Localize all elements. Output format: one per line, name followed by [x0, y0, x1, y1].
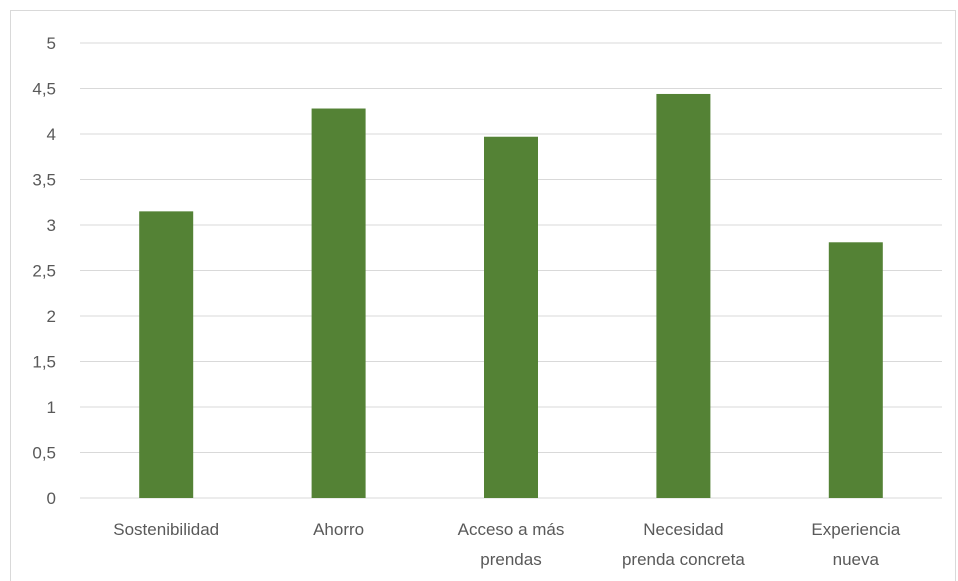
x-category-label: Sostenibilidad: [113, 520, 219, 539]
bar: [656, 93, 711, 499]
y-tick-label: 5: [47, 34, 56, 53]
x-category-label: Experiencia: [811, 520, 900, 539]
y-tick-label: 1,5: [32, 353, 56, 372]
y-tick-label: 2,5: [32, 262, 56, 281]
x-category-label: prenda concreta: [622, 550, 745, 569]
x-category-label: prendas: [480, 550, 541, 569]
y-tick-label: 3: [47, 216, 56, 235]
x-category-label: Necesidad: [643, 520, 723, 539]
x-category-label: nueva: [833, 550, 880, 569]
bar: [484, 136, 538, 499]
x-category-label: Acceso a más: [458, 520, 565, 539]
y-tick-label: 4,5: [32, 80, 56, 99]
bar: [311, 108, 366, 499]
bar: [139, 211, 194, 498]
bar: [828, 242, 883, 498]
y-tick-label: 0,5: [32, 444, 56, 463]
y-tick-label: 0: [47, 489, 56, 508]
y-tick-label: 1: [47, 398, 56, 417]
x-category-label: Ahorro: [313, 520, 364, 539]
y-tick-label: 2: [47, 307, 56, 326]
y-tick-label: 4: [47, 125, 56, 144]
y-tick-label: 3,5: [32, 171, 56, 190]
